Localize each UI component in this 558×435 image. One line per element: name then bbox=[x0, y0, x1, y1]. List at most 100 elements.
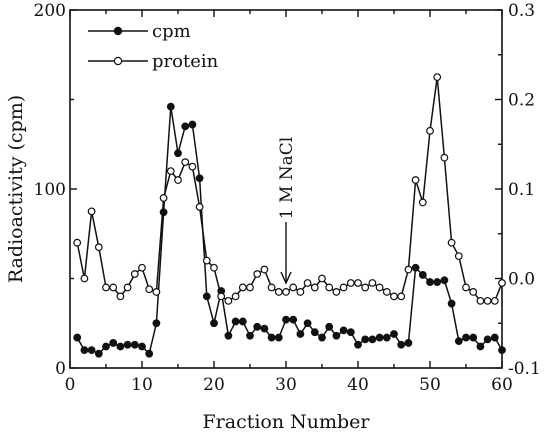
data-point-protein bbox=[332, 288, 341, 296]
data-point-cpm bbox=[224, 331, 233, 340]
data-point-protein bbox=[490, 296, 499, 305]
data-point-cpm bbox=[483, 335, 492, 344]
x-tick-label: 30 bbox=[275, 375, 297, 395]
data-point-protein bbox=[447, 238, 456, 247]
data-point-protein bbox=[368, 279, 377, 287]
data-point-cpm bbox=[181, 122, 190, 131]
data-point-cpm bbox=[116, 342, 125, 351]
data-point-protein bbox=[274, 288, 283, 296]
data-point-protein bbox=[354, 279, 362, 287]
y-tick-label-right: 0.1 bbox=[508, 180, 535, 200]
data-point-cpm bbox=[375, 333, 384, 342]
data-point-cpm bbox=[382, 333, 391, 342]
data-point-protein bbox=[296, 288, 305, 296]
data-point-cpm bbox=[361, 335, 370, 344]
data-point-protein bbox=[174, 176, 182, 184]
data-point-protein bbox=[454, 252, 463, 261]
data-point-protein bbox=[346, 279, 355, 287]
data-point-cpm bbox=[498, 346, 506, 355]
x-tick-label: 10 bbox=[131, 375, 153, 395]
data-point-cpm bbox=[73, 333, 82, 342]
data-point-cpm bbox=[476, 342, 485, 351]
y-tick-label-left: 100 bbox=[34, 180, 66, 200]
tick-marks bbox=[69, 9, 503, 369]
data-point-protein bbox=[382, 288, 391, 296]
y-axis-title: Radioactivity (cpm) bbox=[5, 95, 27, 283]
data-point-cpm bbox=[339, 326, 348, 335]
y-tick-label-right: 0.2 bbox=[508, 91, 535, 111]
x-axis-title: Fraction Number bbox=[202, 411, 370, 433]
data-point-cpm bbox=[397, 340, 406, 349]
data-point-cpm bbox=[87, 346, 96, 355]
legend-cpm-label: cpm bbox=[152, 21, 191, 42]
data-point-protein bbox=[231, 292, 240, 301]
data-point-protein bbox=[210, 263, 218, 272]
data-point-cpm bbox=[390, 330, 398, 338]
data-point-cpm bbox=[354, 340, 362, 349]
data-point-cpm bbox=[404, 339, 413, 347]
data-point-cpm bbox=[152, 319, 161, 328]
data-point-cpm bbox=[195, 174, 204, 183]
data-point-protein bbox=[375, 283, 384, 292]
data-point-protein bbox=[498, 279, 506, 287]
data-point-protein bbox=[109, 283, 118, 292]
data-point-protein bbox=[418, 198, 427, 207]
legend-protein-label: protein bbox=[152, 51, 219, 72]
data-point-cpm bbox=[260, 324, 269, 333]
data-point-cpm bbox=[267, 333, 276, 342]
data-point-protein bbox=[188, 162, 197, 171]
series-group bbox=[73, 73, 506, 358]
y-tick-label-left: 200 bbox=[34, 1, 66, 21]
y-tick-label-left: 0 bbox=[55, 359, 66, 379]
data-point-cpm bbox=[231, 317, 240, 326]
data-point-protein bbox=[87, 207, 96, 216]
data-point-protein bbox=[303, 279, 312, 287]
data-point-cpm bbox=[289, 315, 298, 324]
data-point-cpm bbox=[166, 102, 175, 111]
data-point-cpm bbox=[346, 328, 355, 337]
data-point-cpm bbox=[274, 333, 283, 342]
data-point-cpm bbox=[109, 339, 118, 347]
x-tick-label: 40 bbox=[347, 375, 369, 395]
data-point-protein bbox=[483, 296, 492, 305]
data-point-cpm bbox=[469, 333, 478, 342]
data-point-protein bbox=[260, 265, 269, 274]
y-tick-label-right: 0.0 bbox=[508, 270, 535, 290]
data-point-cpm bbox=[454, 337, 463, 346]
data-point-cpm bbox=[318, 333, 326, 342]
data-point-cpm bbox=[490, 333, 499, 342]
data-point-cpm bbox=[325, 322, 334, 331]
y-tick-label-right: -0.1 bbox=[508, 359, 541, 379]
data-point-protein bbox=[217, 292, 226, 301]
data-point-protein bbox=[397, 292, 406, 301]
data-point-protein bbox=[166, 167, 175, 176]
data-point-protein bbox=[318, 274, 326, 283]
data-point-cpm bbox=[253, 322, 262, 331]
data-point-protein bbox=[282, 288, 290, 296]
data-point-protein bbox=[440, 153, 449, 162]
data-point-protein bbox=[202, 256, 211, 265]
data-point-protein bbox=[469, 288, 478, 296]
data-point-protein bbox=[325, 283, 334, 292]
data-point-cpm bbox=[145, 349, 154, 358]
x-tick-label: 60 bbox=[491, 375, 513, 395]
data-point-protein bbox=[404, 265, 413, 274]
data-point-protein bbox=[426, 126, 434, 135]
legend: cpm protein bbox=[88, 21, 219, 72]
data-point-protein bbox=[152, 288, 161, 296]
legend-protein-marker bbox=[113, 56, 123, 66]
data-point-protein bbox=[476, 296, 485, 305]
data-point-protein bbox=[145, 285, 154, 294]
data-point-cpm bbox=[440, 276, 449, 285]
data-point-protein bbox=[339, 283, 348, 292]
data-point-protein bbox=[224, 296, 233, 305]
data-point-cpm bbox=[159, 208, 168, 217]
data-point-protein bbox=[390, 292, 398, 301]
data-point-protein bbox=[411, 176, 420, 184]
data-point-protein bbox=[73, 238, 82, 247]
data-point-cpm bbox=[246, 331, 254, 340]
data-point-cpm bbox=[462, 333, 470, 342]
data-point-cpm bbox=[210, 319, 218, 328]
x-tick-label: 50 bbox=[419, 375, 441, 395]
data-point-cpm bbox=[296, 330, 305, 338]
